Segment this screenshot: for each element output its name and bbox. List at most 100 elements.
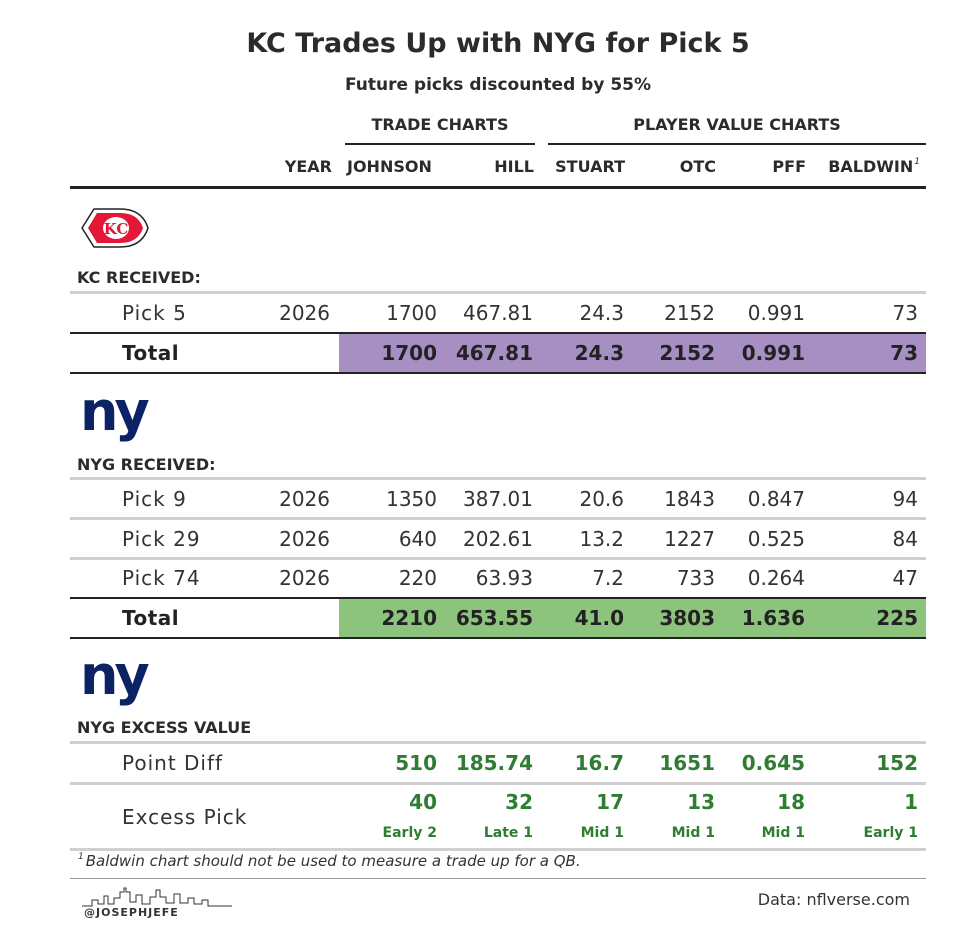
stuart-total: 41.0 [574, 606, 624, 630]
row-year: 2026 [279, 527, 330, 551]
stuart-value: 7.2 [592, 566, 624, 590]
pff-value: 0.525 [747, 527, 805, 551]
pff-excess-round: Mid 1 [761, 825, 805, 841]
otc-total: 2152 [659, 341, 715, 365]
nyg-excess-value-label: NYG EXCESS VALUE [77, 718, 252, 737]
row-label: Pick 74 [122, 566, 201, 590]
giants-logo: ny [80, 384, 152, 443]
table-row: Pick 9 2026 1350 387.01 20.6 1843 0.847 … [70, 480, 926, 518]
pff-value: 0.264 [747, 566, 805, 590]
column-header-johnson: JOHNSON [347, 157, 432, 176]
row-label: Excess Pick [122, 805, 248, 829]
otc-total: 3803 [659, 606, 715, 630]
stuart-total: 24.3 [574, 341, 624, 365]
otc-value: 1843 [664, 487, 715, 511]
nyg-total-row: Total 2210 653.55 41.0 3803 1.636 225 [70, 599, 926, 637]
baldwin-value: 84 [892, 527, 918, 551]
row-year: 2026 [279, 301, 330, 325]
baldwin-value: 94 [892, 487, 918, 511]
player-value-charts-header: PLAYER VALUE CHARTS [633, 115, 841, 134]
page-subtitle: Future picks discounted by 55% [344, 75, 652, 95]
baldwin-excess-round: Early 1 [863, 825, 918, 841]
player-value-charts-underline [548, 143, 926, 145]
baldwin-diff: 152 [876, 751, 918, 775]
data-credit: Data: nflverse.com [757, 890, 910, 909]
row-label: Pick 9 [122, 487, 187, 511]
pff-diff: 0.645 [741, 751, 805, 775]
johnson-excess-round: Early 2 [382, 825, 437, 841]
johnson-value: 1700 [386, 301, 437, 325]
trade-charts-underline [345, 143, 535, 145]
footer-rule [70, 878, 926, 879]
table-row: Pick 74 2026 220 63.93 7.2 733 0.264 47 [70, 559, 926, 597]
hill-total: 653.55 [455, 606, 533, 630]
svg-text:KC: KC [104, 220, 129, 238]
hill-diff: 185.74 [455, 751, 533, 775]
stuart-value: 20.6 [579, 487, 624, 511]
otc-value: 1227 [664, 527, 715, 551]
column-header-stuart: STUART [555, 157, 625, 176]
row-label: Pick 29 [122, 527, 201, 551]
pff-total: 1.636 [741, 606, 805, 630]
kc-section-rule [70, 291, 926, 294]
table-row: Pick 5 2026 1700 467.81 24.3 2152 0.991 … [70, 294, 926, 332]
hill-value: 387.01 [463, 487, 533, 511]
kc-total-highlight [339, 334, 926, 372]
excess-section-rule [70, 741, 926, 744]
excess-pick-row: 40 32 17 13 18 1 [70, 786, 926, 818]
otc-value: 733 [676, 566, 715, 590]
baldwin-value: 47 [892, 566, 918, 590]
author-handle: @JOSEPHJEFE [84, 906, 179, 919]
hill-value: 63.93 [475, 566, 533, 590]
baldwin-value: 73 [892, 301, 918, 325]
row-divider [70, 517, 926, 520]
kc-total-bottom-rule [70, 372, 926, 374]
hill-excess-pick: 32 [505, 790, 533, 814]
baldwin-excess-pick: 1 [904, 790, 918, 814]
row-year: 2026 [279, 566, 330, 590]
johnson-value: 1350 [386, 487, 437, 511]
johnson-total: 2210 [381, 606, 437, 630]
trade-charts-header: TRADE CHARTS [371, 115, 509, 134]
row-label: Point Diff [122, 751, 224, 775]
otc-excess-round: Mid 1 [671, 825, 715, 841]
svg-text:ny: ny [80, 384, 149, 443]
johnson-excess-pick: 40 [409, 790, 437, 814]
hill-total: 467.81 [455, 341, 533, 365]
row-divider [70, 782, 926, 785]
nyg-total-highlight [339, 599, 926, 637]
point-diff-row: Point Diff 510 185.74 16.7 1651 0.645 15… [70, 744, 926, 782]
column-header-year: YEAR [284, 157, 332, 176]
excess-round-row: Early 2 Late 1 Mid 1 Mid 1 Mid 1 Early 1 [70, 820, 926, 846]
pff-value: 0.991 [747, 301, 805, 325]
otc-diff: 1651 [659, 751, 715, 775]
otc-excess-pick: 13 [687, 790, 715, 814]
column-header-otc: OTC [679, 157, 716, 176]
johnson-total: 1700 [381, 341, 437, 365]
hill-value: 467.81 [463, 301, 533, 325]
nyg-section-rule [70, 477, 926, 480]
header-rule [70, 186, 926, 189]
nyg-received-label: NYG RECEIVED: [77, 455, 216, 474]
stuart-value: 13.2 [579, 527, 624, 551]
footnote-rule [70, 848, 926, 851]
stuart-excess-round: Mid 1 [580, 825, 624, 841]
baldwin-footnote-mark: 1 [914, 157, 920, 167]
svg-text:ny: ny [80, 648, 149, 707]
column-header-baldwin: BALDWIN1 [828, 157, 920, 176]
row-label: Pick 5 [122, 301, 187, 325]
pff-value: 0.847 [747, 487, 805, 511]
chiefs-logo: KC [81, 208, 149, 248]
stuart-diff: 16.7 [574, 751, 624, 775]
footnote-mark: 1 [78, 852, 84, 862]
johnson-diff: 510 [395, 751, 437, 775]
johnson-value: 640 [398, 527, 437, 551]
nyg-total-top-rule [70, 597, 926, 599]
kc-total-row: Total 1700 467.81 24.3 2152 0.991 73 [70, 334, 926, 372]
column-header-pff: PFF [772, 157, 806, 176]
row-divider [70, 557, 926, 560]
table-row: Pick 29 2026 640 202.61 13.2 1227 0.525 … [70, 520, 926, 558]
hill-value: 202.61 [463, 527, 533, 551]
pff-excess-pick: 18 [777, 790, 805, 814]
footnote: 1 Baldwin chart should not be used to mea… [78, 852, 581, 870]
